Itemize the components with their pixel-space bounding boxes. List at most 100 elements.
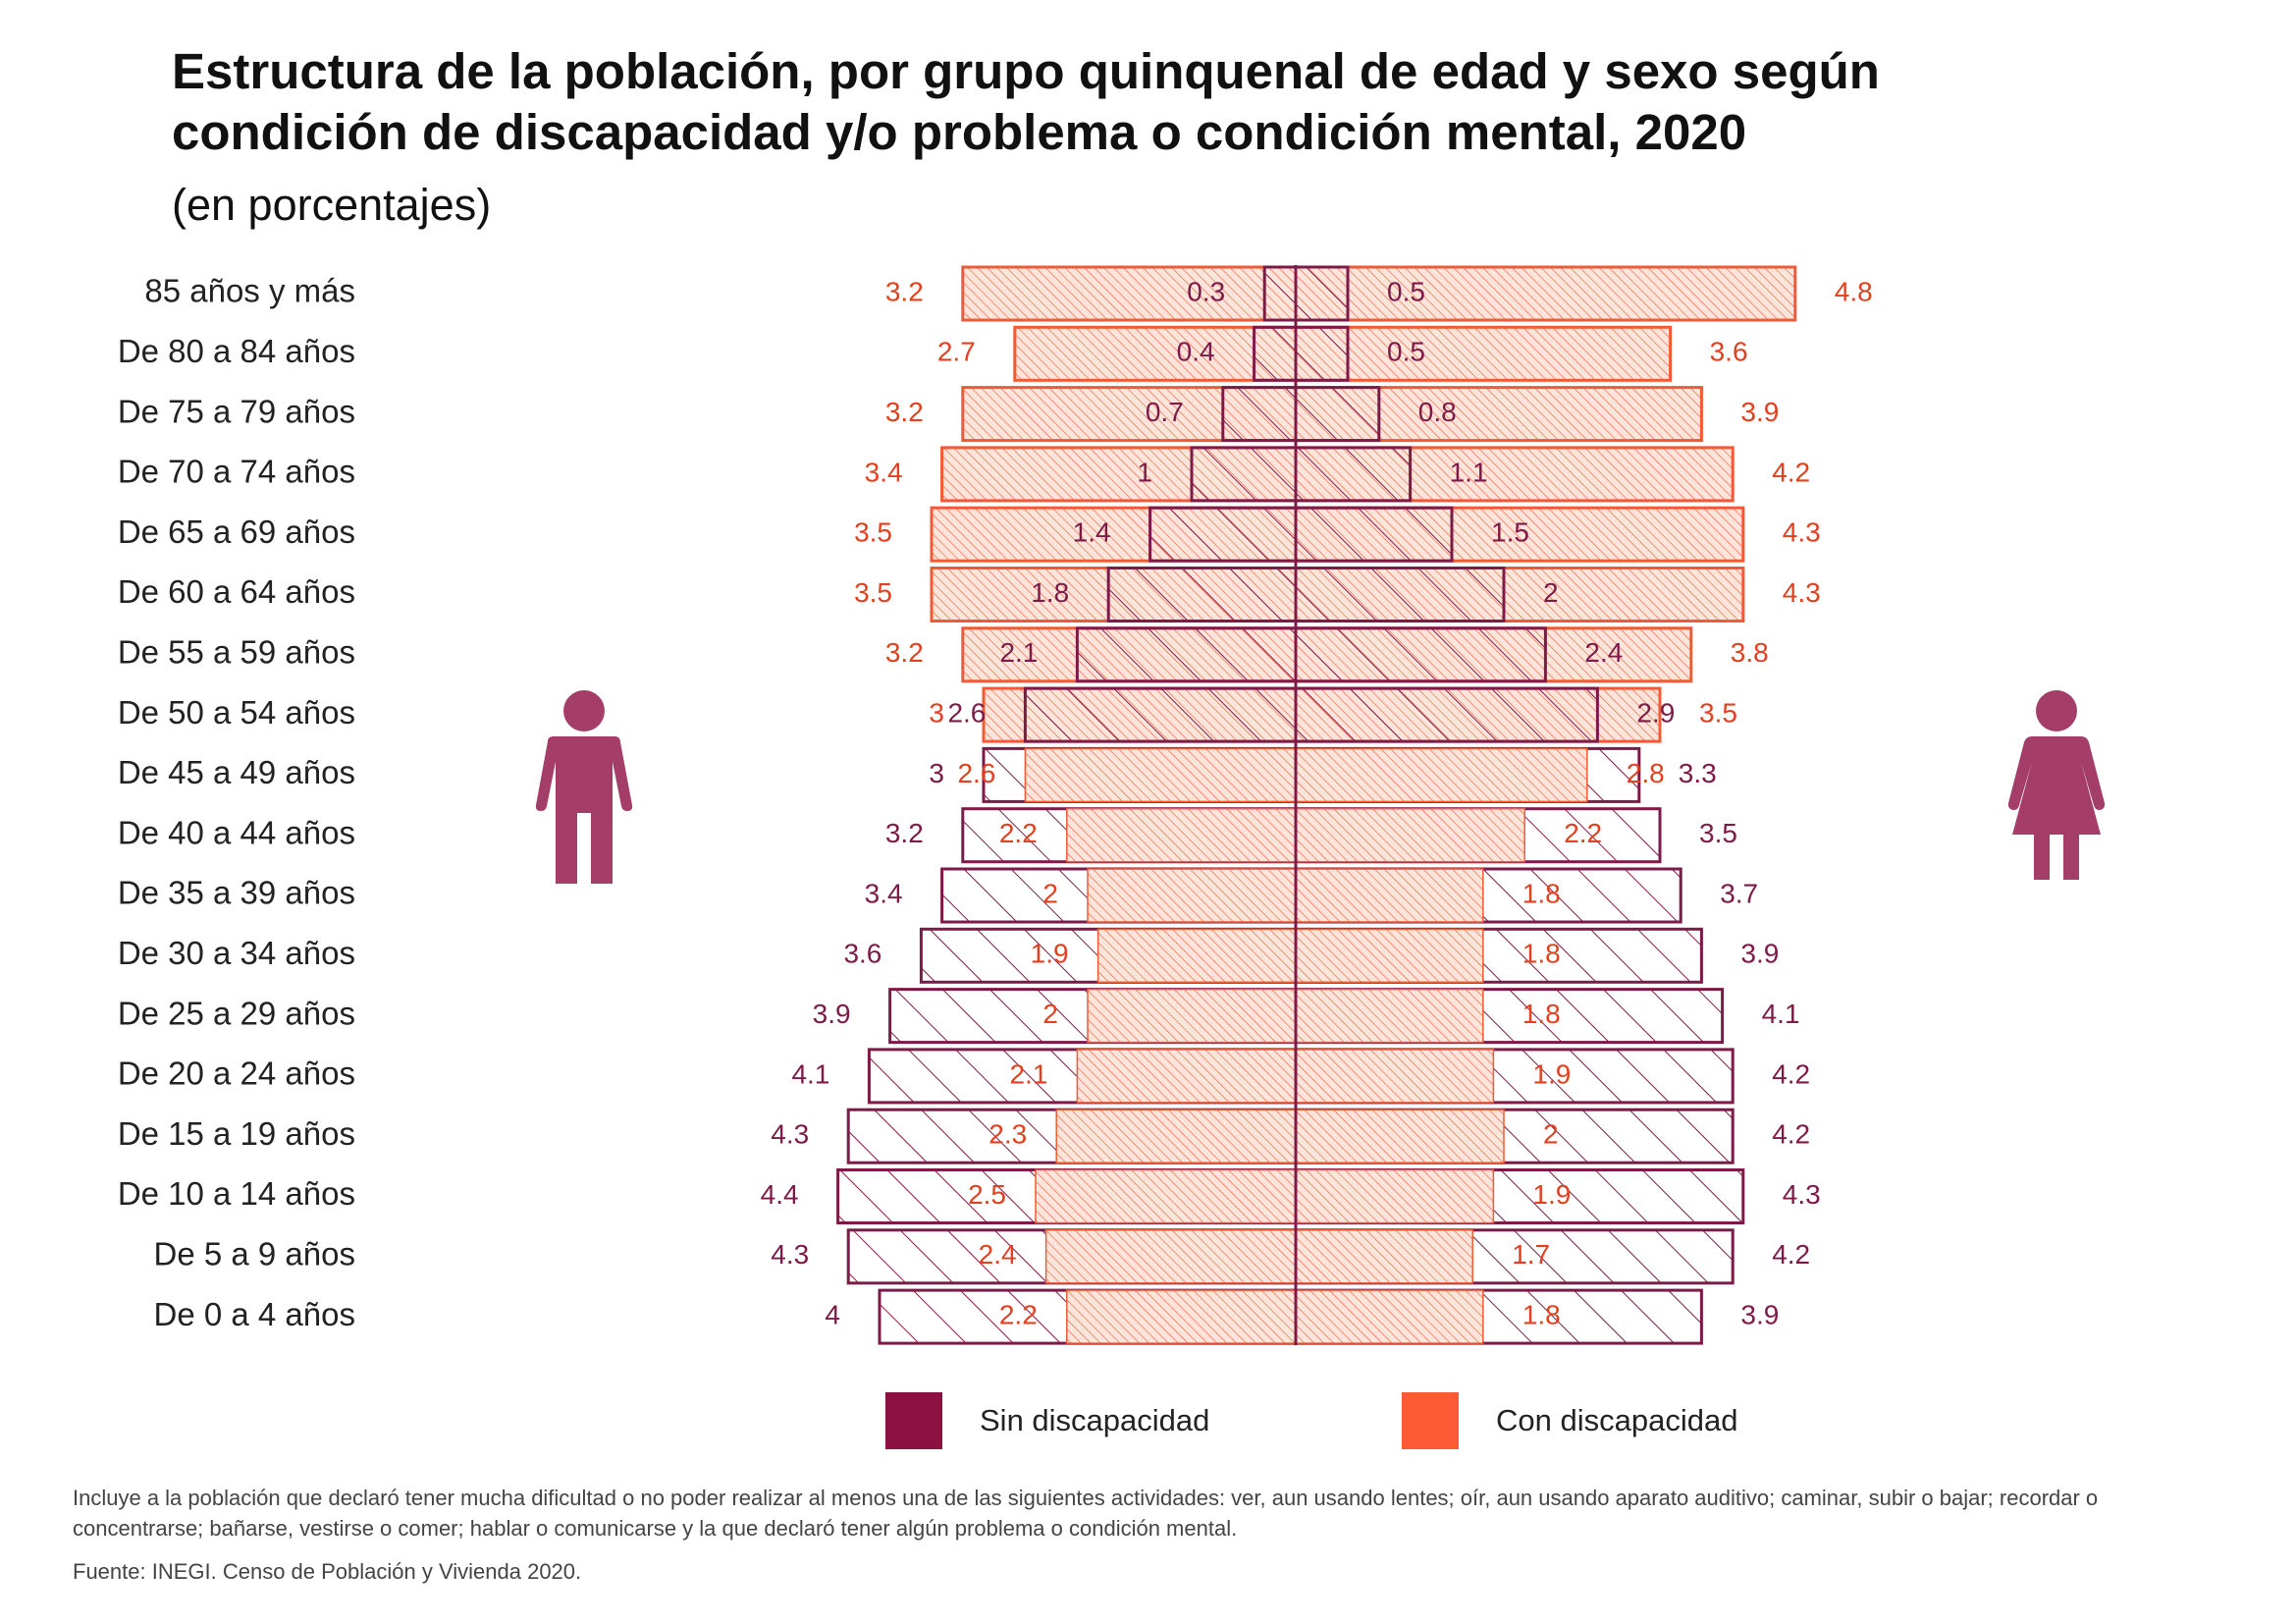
category-label: De 30 a 34 años <box>118 935 355 971</box>
label-hombres-con: 2.3 <box>988 1119 1027 1150</box>
label-mujeres-sin: 3.9 <box>1740 1299 1779 1329</box>
bar-hombres-sin <box>1190 446 1298 503</box>
label-mujeres-sin: 2.4 <box>1584 637 1623 668</box>
chart-subtitle: (en porcentajes) <box>172 180 492 230</box>
category-label: De 55 a 59 años <box>118 634 355 671</box>
bar-hombres-con <box>1035 1168 1297 1224</box>
label-hombres-sin: 3.2 <box>885 818 924 848</box>
bar-mujeres-con <box>1295 747 1588 803</box>
label-mujeres-sin: 4.3 <box>1783 1179 1821 1210</box>
category-label: De 10 a 14 años <box>118 1175 355 1212</box>
bar-hombres-sin <box>1075 626 1298 683</box>
category-label: De 80 a 84 años <box>118 333 355 369</box>
legend: Sin discapacidad <box>885 1392 1209 1449</box>
label-mujeres-sin: 1.1 <box>1450 457 1488 487</box>
label-hombres-con: 2.4 <box>979 1239 1017 1270</box>
label-hombres-sin: 2.6 <box>947 697 986 728</box>
label-hombres-sin: 4.4 <box>761 1179 799 1210</box>
legend-2: Con discapacidad <box>1402 1392 1737 1449</box>
label-mujeres-con: 1.8 <box>1522 878 1561 908</box>
bar-hombres-con <box>1066 807 1297 863</box>
bar-mujeres-sin <box>1294 446 1413 503</box>
legend-swatch-con <box>1402 1392 1459 1449</box>
label-hombres-con: 3.2 <box>885 276 924 306</box>
label-mujeres-con: 2 <box>1543 1119 1559 1150</box>
category-label: De 60 a 64 años <box>118 573 355 610</box>
category-label: 85 años y más <box>144 273 355 309</box>
label-hombres-sin: 4.1 <box>791 1058 829 1089</box>
label-mujeres-con: 3.9 <box>1740 397 1779 427</box>
label-hombres-sin: 1 <box>1137 457 1152 487</box>
legend-label-con: Con discapacidad <box>1496 1403 1738 1437</box>
label-mujeres-con: 1.9 <box>1532 1058 1571 1089</box>
category-label: De 40 a 44 años <box>118 814 355 850</box>
bar-mujeres-sin <box>1294 386 1381 443</box>
label-mujeres-con: 3.8 <box>1731 637 1769 668</box>
bar-mujeres-con <box>1295 807 1525 863</box>
label-hombres-con: 2.2 <box>999 818 1038 848</box>
bar-mujeres-con <box>1295 1049 1495 1104</box>
label-hombres-con: 3 <box>929 697 944 728</box>
bar-hombres-con <box>1076 1049 1297 1104</box>
label-hombres-con: 2.5 <box>968 1179 1006 1210</box>
label-mujeres-sin: 2.9 <box>1636 697 1675 728</box>
label-mujeres-con: 4.3 <box>1783 577 1821 608</box>
category-label: De 70 a 74 años <box>118 454 355 490</box>
bar-hombres-con <box>1044 1229 1297 1284</box>
label-mujeres-sin: 4.1 <box>1762 999 1800 1029</box>
bar-hombres-con <box>1087 988 1297 1044</box>
label-mujeres-sin: 0.5 <box>1387 276 1425 306</box>
bar-mujeres-sin <box>1294 325 1350 382</box>
bar-hombres-con <box>1024 747 1297 803</box>
label-hombres-sin: 4.3 <box>771 1119 809 1150</box>
bar-hombres-con <box>1055 1109 1297 1164</box>
label-mujeres-con: 4.3 <box>1783 517 1821 548</box>
label-hombres-sin: 2.1 <box>999 637 1038 668</box>
label-hombres-sin: 3.9 <box>813 999 851 1029</box>
bar-hombres-con <box>1087 868 1297 923</box>
label-hombres-con: 2.6 <box>957 758 995 788</box>
label-hombres-sin: 0.7 <box>1146 397 1184 427</box>
label-hombres-con: 2.7 <box>937 337 976 367</box>
source-note: Fuente: INEGI. Censo de Población y Vivi… <box>73 1559 582 1584</box>
woman-icon <box>2007 690 2106 880</box>
label-mujeres-con: 4.8 <box>1835 276 1873 306</box>
category-label: De 5 a 9 años <box>154 1236 355 1272</box>
bar-hombres-con <box>1066 1289 1297 1344</box>
label-hombres-sin: 4.3 <box>771 1239 809 1270</box>
bar-mujeres-con <box>1295 1289 1484 1344</box>
label-hombres-sin: 0.4 <box>1177 337 1215 367</box>
bar-mujeres-sin <box>1294 506 1454 563</box>
chart-title: Estructura de la población, por grupo qu… <box>172 41 1880 163</box>
label-mujeres-sin: 0.8 <box>1418 397 1457 427</box>
label-mujeres-sin: 3.3 <box>1679 758 1717 788</box>
category-label: De 35 a 39 años <box>118 875 355 911</box>
label-mujeres-sin: 1.5 <box>1491 517 1529 548</box>
label-hombres-con: 2 <box>1042 878 1058 908</box>
bar-mujeres-con <box>1294 265 1797 322</box>
label-hombres-sin: 4 <box>825 1299 840 1329</box>
bar-mujeres-con <box>1295 928 1484 984</box>
category-label: De 50 a 54 años <box>118 694 355 731</box>
label-mujeres-sin: 4.2 <box>1772 1239 1810 1270</box>
label-hombres-con: 1.9 <box>1031 939 1069 969</box>
bar-hombres-sin <box>1262 265 1298 322</box>
legend-label-sin: Sin discapacidad <box>980 1403 1210 1437</box>
label-mujeres-sin: 3.9 <box>1740 939 1779 969</box>
label-mujeres-con: 2.8 <box>1627 758 1665 788</box>
label-mujeres-con: 1.9 <box>1532 1179 1571 1210</box>
label-mujeres-sin: 3.7 <box>1720 878 1758 908</box>
label-hombres-con: 3.4 <box>865 457 903 487</box>
category-label: De 45 a 49 años <box>118 754 355 790</box>
category-label: De 20 a 24 años <box>118 1056 355 1092</box>
label-mujeres-con: 1.8 <box>1522 939 1561 969</box>
category-label: De 25 a 29 años <box>118 995 355 1031</box>
bar-mujeres-con <box>1294 325 1673 382</box>
bar-mujeres-sin <box>1294 567 1506 623</box>
label-mujeres-con: 1.8 <box>1522 999 1561 1029</box>
label-hombres-con: 3.5 <box>854 577 892 608</box>
bar-mujeres-sin <box>1294 626 1547 683</box>
label-mujeres-sin: 2 <box>1543 577 1559 608</box>
bar-hombres-sin <box>1148 506 1298 563</box>
footnote: Incluye a la población que declaró tener… <box>73 1486 2099 1541</box>
